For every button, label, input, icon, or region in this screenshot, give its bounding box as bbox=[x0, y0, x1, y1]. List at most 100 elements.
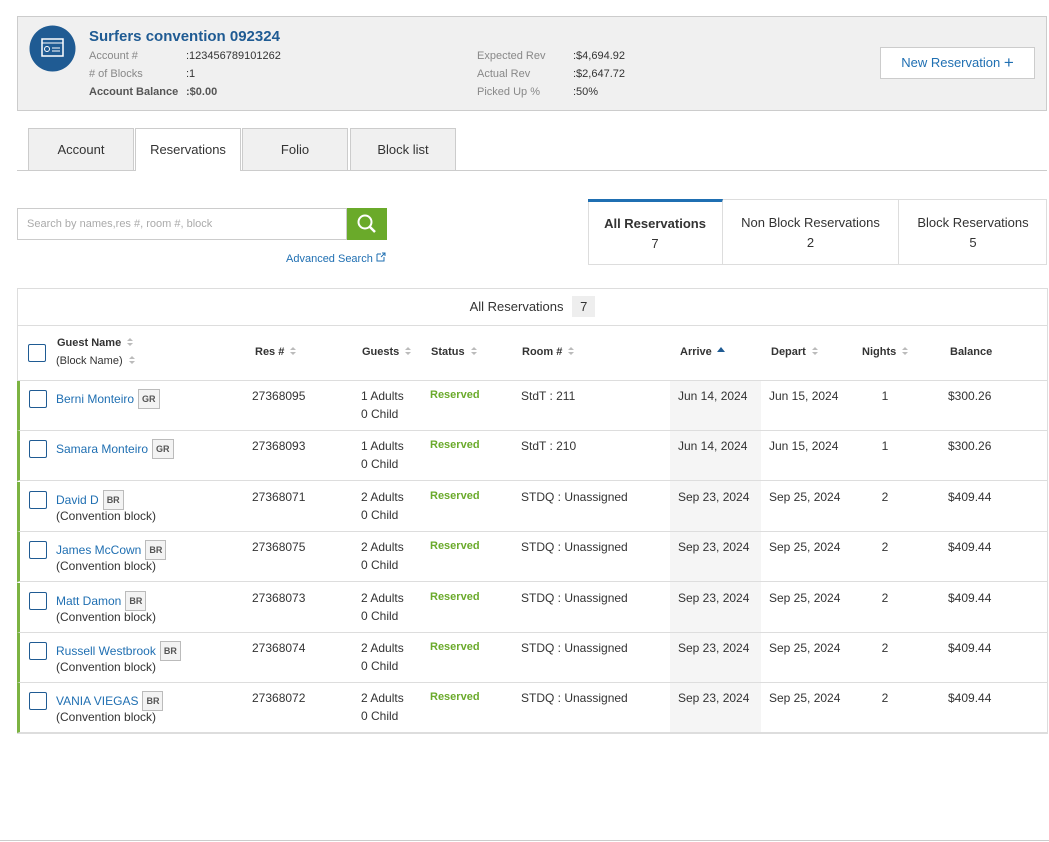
room: STDQ : Unassigned bbox=[521, 540, 628, 555]
guests-child: 0 Child bbox=[361, 407, 399, 421]
arrive-date: Sep 23, 2024 bbox=[678, 691, 750, 706]
nights: 2 bbox=[881, 691, 889, 706]
sort-icon[interactable] bbox=[470, 346, 478, 356]
row-checkbox[interactable] bbox=[29, 490, 47, 509]
column-label: Balance bbox=[950, 346, 993, 358]
table-row: Russell Westbrook BR (Convention block) 273… bbox=[17, 633, 1048, 683]
sort-icon[interactable] bbox=[128, 355, 136, 365]
guest-name-link[interactable]: Samara Monteiro bbox=[56, 442, 149, 457]
filter-count: 7 bbox=[651, 236, 659, 251]
field-label: Account # bbox=[89, 50, 138, 62]
advanced-search-link[interactable]: Advanced Search bbox=[286, 252, 386, 265]
status: Reserved bbox=[430, 489, 480, 502]
guest-name-link[interactable]: Matt Damon bbox=[56, 593, 122, 608]
table-row: VANIA VIEGAS BR (Convention block) 27368072… bbox=[17, 683, 1048, 734]
filter-tab[interactable]: Non Block Reservations 2 bbox=[723, 199, 899, 265]
guest-tag: BR bbox=[145, 540, 167, 561]
filter-tab-active[interactable]: All Reservations 7 bbox=[588, 199, 723, 265]
res-number: 27368093 bbox=[252, 439, 306, 454]
bottom-rule bbox=[0, 840, 1049, 841]
select-all-checkbox[interactable] bbox=[28, 344, 46, 362]
column-header: Status bbox=[431, 346, 478, 358]
guests-adults: 1 Adults bbox=[361, 439, 404, 454]
row-checkbox[interactable] bbox=[29, 390, 47, 408]
guest-cell: Samara Monteiro GR bbox=[56, 439, 174, 460]
guest-tag: BR bbox=[159, 641, 181, 661]
search-input[interactable]: Search by names,res #, room #, block bbox=[17, 208, 347, 240]
guests-adults: 2 Adults bbox=[361, 691, 404, 706]
link-text: Advanced Search bbox=[286, 253, 373, 265]
field-value: :$2,647.72 bbox=[573, 68, 625, 80]
row-checkbox[interactable] bbox=[29, 541, 47, 560]
sort-icon[interactable] bbox=[567, 346, 575, 356]
guests-child: 0 Child bbox=[361, 457, 399, 472]
block-name: (Convention block) bbox=[56, 508, 157, 523]
nights: 2 bbox=[881, 641, 889, 655]
table-caption: All Reservations 7 bbox=[17, 288, 1048, 326]
column-label: Arrive bbox=[680, 346, 712, 358]
block-name: (Convention block) bbox=[56, 660, 157, 674]
depart-date: Sep 25, 2024 bbox=[769, 540, 841, 555]
guest-cell: Russell Westbrook BR bbox=[56, 641, 181, 661]
table-row: Matt Damon BR (Convention block) 27368073 2 … bbox=[17, 582, 1048, 633]
tab[interactable]: Folio bbox=[242, 128, 348, 170]
row-checkbox[interactable] bbox=[29, 692, 47, 711]
arrive-column-shade bbox=[670, 380, 761, 733]
button-label: New Reservation bbox=[901, 55, 1001, 70]
guest-name-link[interactable]: David D bbox=[56, 492, 99, 507]
filter-label: Block Reservations bbox=[917, 215, 1029, 230]
status: Reserved bbox=[430, 691, 480, 704]
sort-icon[interactable] bbox=[901, 346, 909, 356]
guest-cell: Berni Monteiro GR bbox=[56, 389, 160, 409]
row-checkbox[interactable] bbox=[29, 642, 47, 660]
guests-adults: 2 Adults bbox=[361, 590, 404, 605]
room: STDQ : Unassigned bbox=[521, 641, 628, 655]
nights: 1 bbox=[881, 439, 889, 454]
tab[interactable]: Account bbox=[28, 128, 134, 170]
nights: 2 bbox=[881, 590, 889, 605]
arrive-date: Sep 23, 2024 bbox=[678, 641, 750, 655]
room: StdT : 210 bbox=[521, 439, 577, 454]
field-value: :1 bbox=[186, 68, 196, 80]
column-label: Depart bbox=[771, 346, 806, 358]
room: STDQ : Unassigned bbox=[521, 691, 628, 706]
column-header: Depart bbox=[771, 346, 819, 358]
res-number: 27368095 bbox=[252, 389, 306, 403]
depart-date: Jun 15, 2024 bbox=[769, 389, 839, 403]
block-name: (Convention block) bbox=[56, 559, 157, 574]
column-header: Res # bbox=[255, 346, 297, 358]
filter-tab[interactable]: Block Reservations 5 bbox=[899, 199, 1047, 265]
sort-icon[interactable] bbox=[289, 346, 297, 356]
guests-child: 0 Child bbox=[361, 659, 399, 673]
filter-count: 5 bbox=[969, 235, 977, 250]
arrive-date: Jun 14, 2024 bbox=[678, 439, 748, 454]
tab[interactable]: Block list bbox=[350, 128, 456, 170]
tab-underline bbox=[17, 170, 1047, 171]
arrive-date: Jun 14, 2024 bbox=[678, 389, 748, 403]
search-button[interactable] bbox=[347, 208, 387, 240]
room: StdT : 211 bbox=[521, 389, 576, 403]
table-row: Samara Monteiro GR 27368093 1 Adults 0 Child… bbox=[17, 431, 1048, 482]
filter-label: Non Block Reservations bbox=[741, 215, 880, 230]
depart-date: Sep 25, 2024 bbox=[769, 590, 841, 605]
row-checkbox[interactable] bbox=[29, 591, 47, 610]
external-icon bbox=[376, 252, 386, 262]
guest-name-link[interactable]: Russell Westbrook bbox=[56, 644, 156, 658]
account-icon bbox=[29, 25, 76, 72]
new-reservation-button[interactable]: New Reservation + bbox=[880, 47, 1035, 79]
row-checkbox[interactable] bbox=[29, 440, 47, 459]
guest-name-link[interactable]: VANIA VIEGAS bbox=[56, 694, 139, 709]
sort-icon[interactable] bbox=[811, 346, 819, 356]
sort-icon[interactable] bbox=[126, 337, 134, 347]
sort-icon[interactable] bbox=[404, 346, 412, 356]
guest-name-link[interactable]: Berni Monteiro bbox=[56, 392, 135, 406]
field-label: Picked Up % bbox=[477, 86, 540, 98]
balance: $300.26 bbox=[948, 439, 992, 454]
guests-adults: 2 Adults bbox=[361, 641, 404, 655]
status: Reserved bbox=[430, 590, 480, 603]
status: Reserved bbox=[430, 540, 480, 553]
column-header: Arrive bbox=[680, 346, 725, 358]
tab-active[interactable]: Reservations bbox=[135, 128, 241, 171]
sort-icon[interactable] bbox=[716, 346, 725, 356]
guest-name-link[interactable]: James McCown bbox=[56, 543, 142, 558]
